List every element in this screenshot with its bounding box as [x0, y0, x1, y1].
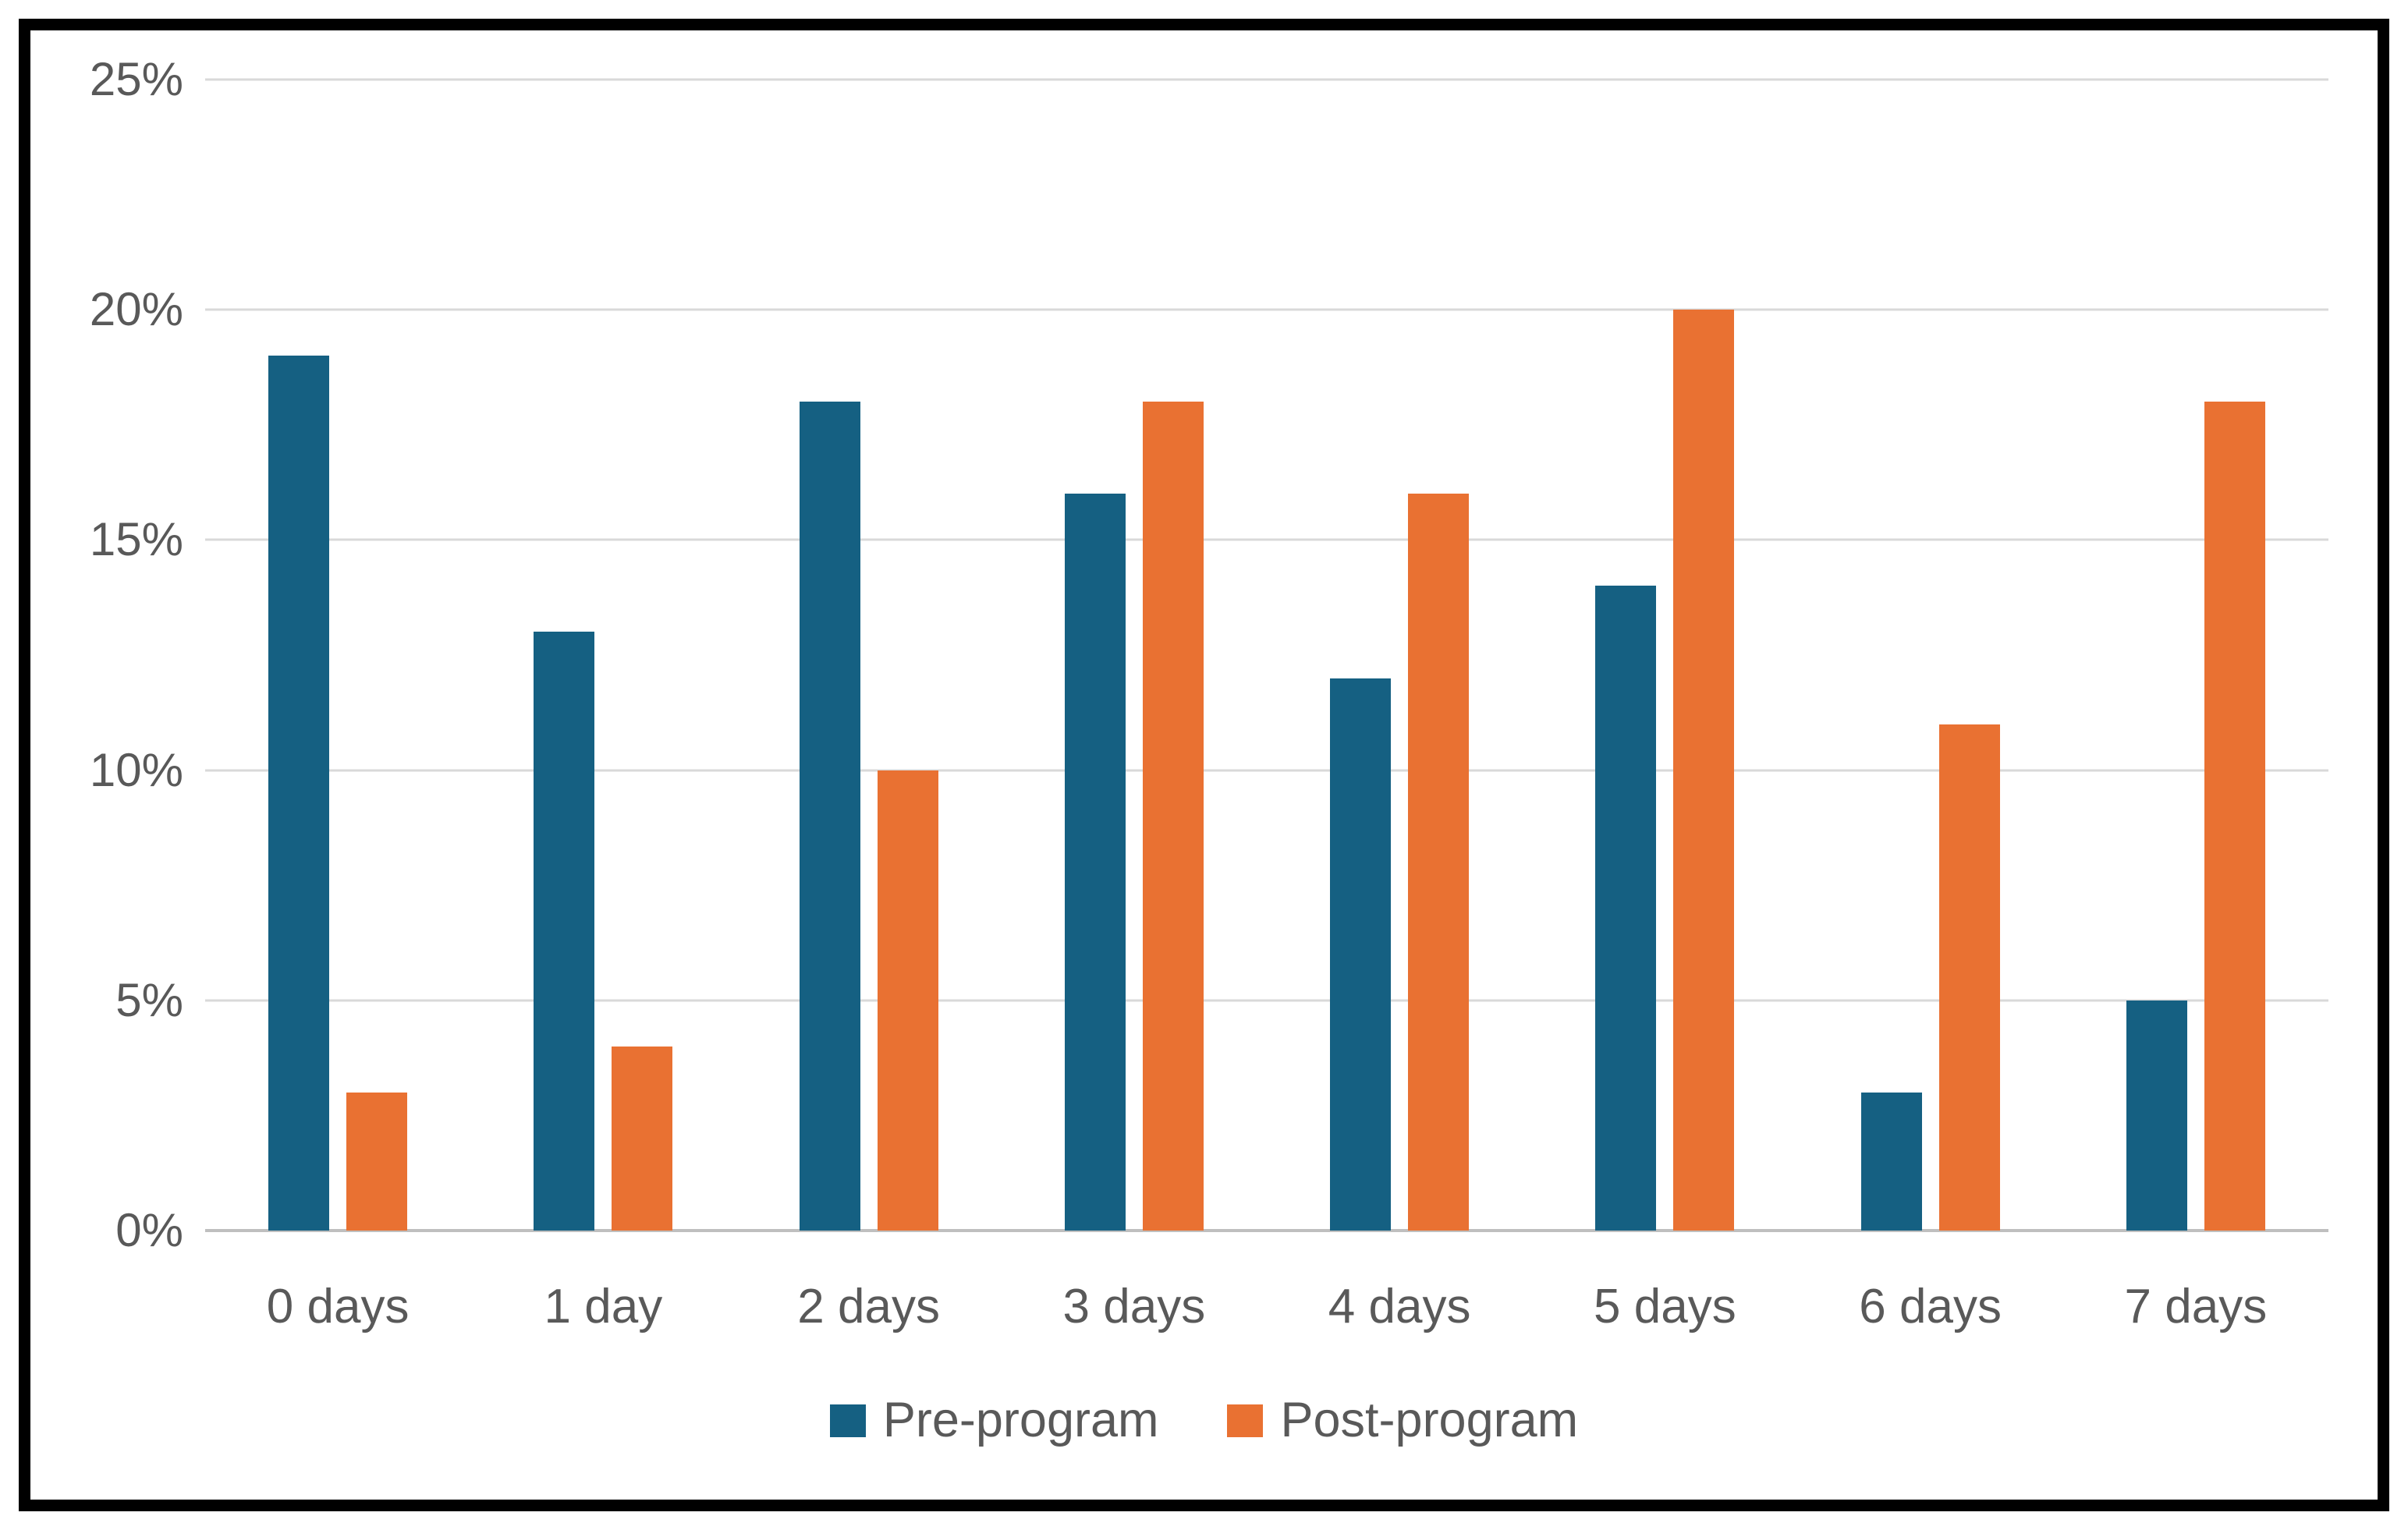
- bar-pre-program-0-days: [268, 356, 330, 1231]
- y-axis-tick-label: 5%: [115, 973, 183, 1026]
- bar-post-program-1-day: [612, 1046, 673, 1231]
- y-axis-tick-label: 0%: [115, 1204, 183, 1256]
- gridline: [205, 999, 2328, 1002]
- legend-item-post-program: Post-program: [1227, 1396, 1578, 1445]
- x-axis-tick-label: 6 days: [1859, 1280, 2002, 1333]
- bar-post-program-6-days: [1938, 724, 2000, 1231]
- gridline: [205, 308, 2328, 311]
- bar-group-2-days: [736, 80, 1002, 1231]
- gridline: [205, 538, 2328, 541]
- gridline: [205, 769, 2328, 772]
- legend-marker-post-program: [1227, 1404, 1264, 1437]
- y-axis-tick-label: 25%: [89, 53, 183, 105]
- x-axis-tick-label: 2 days: [797, 1280, 940, 1333]
- bar-group-7-days: [2063, 80, 2328, 1231]
- bar-post-program-2-days: [877, 770, 938, 1231]
- bar-group-5-days: [1532, 80, 1797, 1231]
- x-axis-tick-label: 4 days: [1328, 1280, 1471, 1333]
- legend-marker-pre-program: [829, 1404, 866, 1437]
- bar-pre-program-4-days: [1330, 678, 1392, 1231]
- bar-pre-program-1-day: [534, 632, 595, 1231]
- y-axis-tick-label: 10%: [89, 743, 183, 796]
- x-axis-tick-label: 5 days: [1594, 1280, 1736, 1333]
- x-axis-tick-label: 0 days: [266, 1280, 410, 1333]
- bar-post-program-0-days: [346, 1092, 408, 1231]
- plot-area: [205, 78, 2328, 1232]
- bar-group-6-days: [1798, 80, 2063, 1231]
- x-axis-line: [205, 1229, 2328, 1232]
- bar-post-program-3-days: [1142, 402, 1204, 1231]
- bar-group-0-days: [205, 80, 470, 1231]
- x-axis-tick-label: 1 day: [544, 1280, 663, 1333]
- x-axis-tick-label: 7 days: [2124, 1280, 2268, 1333]
- x-axis-tick-label: 3 days: [1062, 1280, 1206, 1333]
- bar-pre-program-3-days: [1064, 494, 1126, 1231]
- bar-pre-program-7-days: [2126, 1000, 2187, 1231]
- bar-pre-program-6-days: [1860, 1092, 1922, 1231]
- bar-pre-program-5-days: [1595, 586, 1657, 1231]
- bar-group-4-days: [1267, 80, 1532, 1231]
- bar-group-1-day: [470, 80, 736, 1231]
- bar-post-program-4-days: [1408, 494, 1470, 1231]
- bar-pre-program-2-days: [799, 402, 860, 1231]
- bar-groups-container: [205, 80, 2328, 1231]
- legend-item-pre-program: Pre-program: [829, 1393, 1159, 1447]
- gridline: [205, 78, 2328, 81]
- bar-post-program-7-days: [2204, 402, 2265, 1231]
- bar-group-3-days: [1002, 80, 1267, 1231]
- legend: Pre-program Post-program: [0, 1396, 2408, 1445]
- legend-label-pre-program: Pre-program: [882, 1393, 1159, 1447]
- y-axis-tick-label: 15%: [89, 513, 183, 566]
- bar-post-program-5-days: [1673, 310, 1735, 1231]
- legend-label-post-program: Post-program: [1280, 1393, 1579, 1447]
- y-axis-tick-label: 20%: [89, 283, 183, 336]
